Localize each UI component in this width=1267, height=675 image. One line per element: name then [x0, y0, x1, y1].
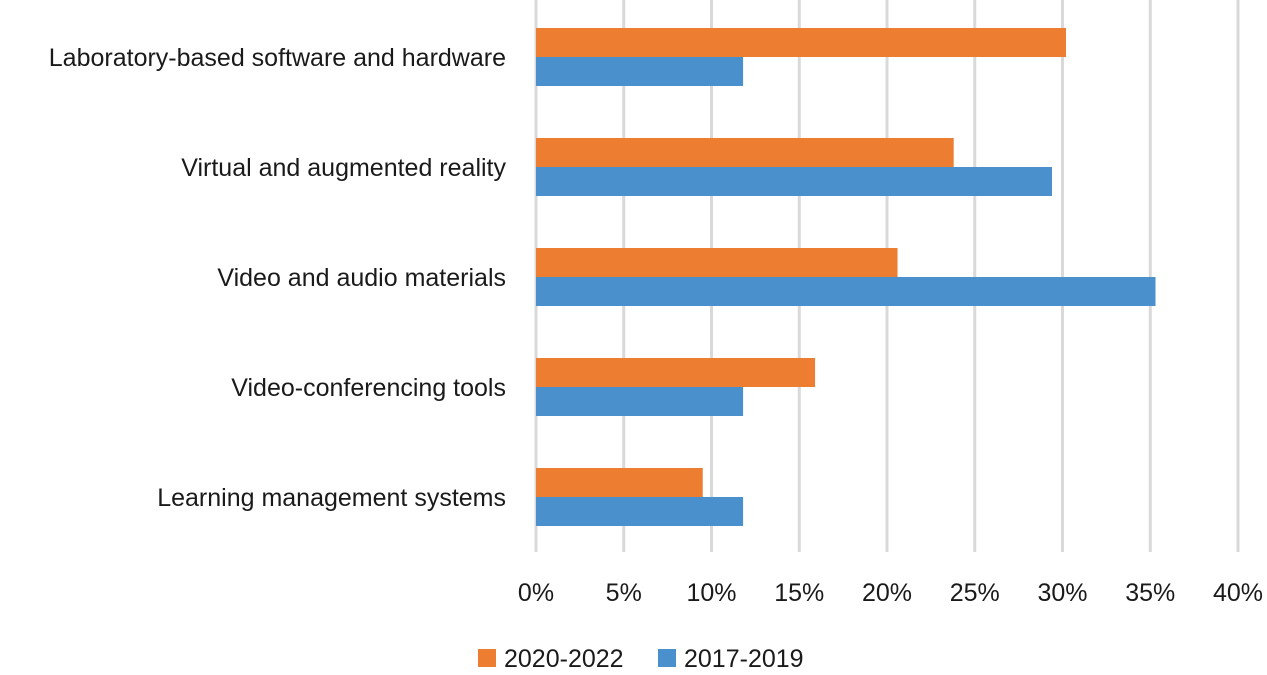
bar — [536, 358, 816, 387]
bar — [536, 387, 744, 416]
bar — [536, 468, 703, 497]
x-tick-label: 25% — [950, 579, 1000, 607]
legend: 2020-2022 2017-2019 — [478, 645, 804, 673]
category-label: Virtual and augmented reality — [181, 154, 506, 182]
legend-label: 2020-2022 — [504, 645, 624, 673]
x-tick-label: 35% — [1125, 579, 1175, 607]
category-label: Laboratory-based software and hardware — [49, 44, 506, 72]
category-label: Video and audio materials — [217, 264, 506, 292]
legend-swatch — [658, 649, 676, 667]
x-tick-label: 10% — [686, 579, 736, 607]
legend-label: 2017-2019 — [684, 645, 804, 673]
bar — [536, 167, 1052, 196]
x-tick-label: 0% — [518, 579, 554, 607]
bars — [536, 28, 1156, 526]
legend-swatch — [478, 649, 496, 667]
bar — [536, 497, 744, 526]
bar — [536, 277, 1156, 306]
x-tick-label: 5% — [606, 579, 642, 607]
category-label: Learning management systems — [157, 484, 506, 512]
category-labels: Laboratory-based software and hardware Vi… — [49, 44, 507, 512]
bar — [536, 28, 1067, 57]
bar — [536, 138, 954, 167]
x-tick-label: 40% — [1213, 579, 1263, 607]
bar — [536, 57, 744, 86]
x-axis-tick-labels: 0% 5% 10% 15% 20% 25% 30% 35% 40% — [518, 579, 1263, 607]
bar — [536, 248, 898, 277]
x-tick-label: 20% — [862, 579, 912, 607]
category-label: Video-conferencing tools — [231, 374, 506, 402]
x-tick-label: 30% — [1037, 579, 1087, 607]
x-tick-label: 15% — [774, 579, 824, 607]
